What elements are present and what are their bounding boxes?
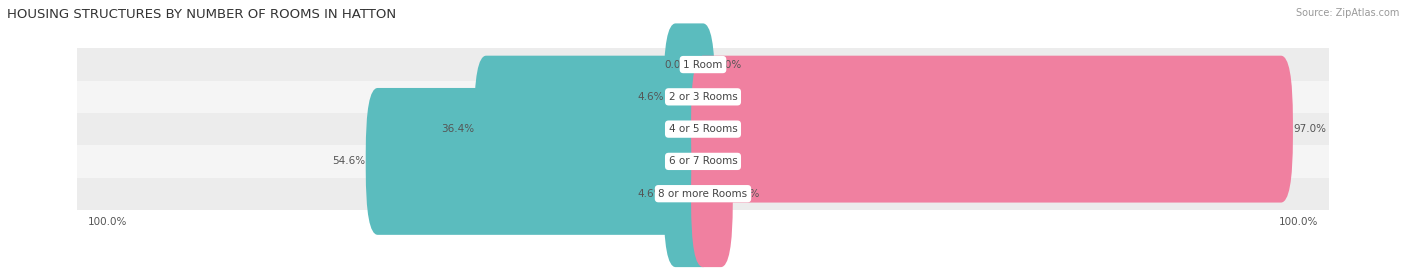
Text: 4 or 5 Rooms: 4 or 5 Rooms	[669, 124, 737, 134]
Text: 4.6%: 4.6%	[637, 189, 664, 199]
FancyBboxPatch shape	[77, 113, 1329, 145]
Text: 0.0%: 0.0%	[714, 59, 741, 70]
Text: HOUSING STRUCTURES BY NUMBER OF ROOMS IN HATTON: HOUSING STRUCTURES BY NUMBER OF ROOMS IN…	[7, 8, 396, 21]
FancyBboxPatch shape	[692, 120, 733, 267]
Text: 0.0%: 0.0%	[665, 59, 692, 70]
FancyBboxPatch shape	[692, 56, 1294, 203]
FancyBboxPatch shape	[664, 23, 714, 170]
Text: 4.6%: 4.6%	[637, 92, 664, 102]
FancyBboxPatch shape	[77, 178, 1329, 210]
Text: 54.6%: 54.6%	[333, 156, 366, 167]
Text: 2 or 3 Rooms: 2 or 3 Rooms	[669, 92, 737, 102]
FancyBboxPatch shape	[366, 88, 714, 235]
FancyBboxPatch shape	[474, 56, 714, 203]
Text: 1 Room: 1 Room	[683, 59, 723, 70]
FancyBboxPatch shape	[77, 145, 1329, 178]
Text: 8 or more Rooms: 8 or more Rooms	[658, 189, 748, 199]
Text: 3.0%: 3.0%	[733, 189, 759, 199]
FancyBboxPatch shape	[77, 48, 1329, 81]
Text: Source: ZipAtlas.com: Source: ZipAtlas.com	[1295, 8, 1399, 18]
Text: 0.0%: 0.0%	[714, 92, 741, 102]
Text: 36.4%: 36.4%	[441, 124, 474, 134]
FancyBboxPatch shape	[77, 81, 1329, 113]
Text: 6 or 7 Rooms: 6 or 7 Rooms	[669, 156, 737, 167]
Text: 97.0%: 97.0%	[1294, 124, 1326, 134]
FancyBboxPatch shape	[664, 120, 714, 267]
Text: 0.0%: 0.0%	[714, 156, 741, 167]
